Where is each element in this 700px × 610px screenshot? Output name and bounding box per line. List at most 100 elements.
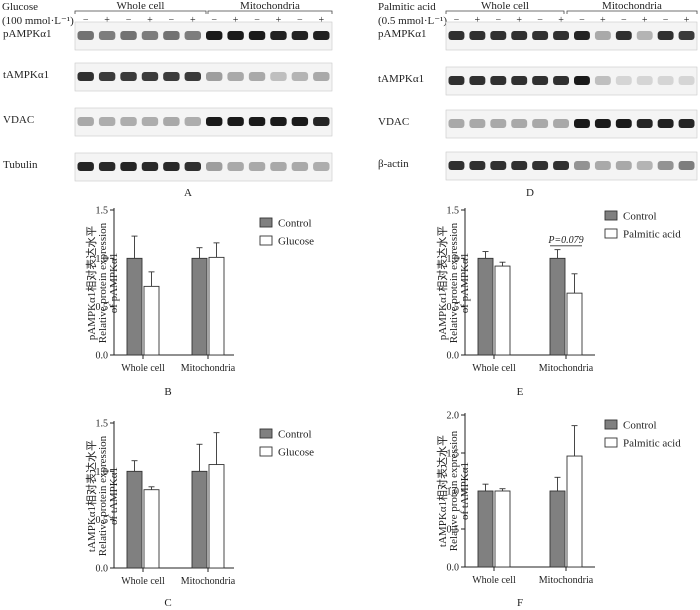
blot-band — [184, 31, 201, 40]
lane-sign: + — [684, 15, 690, 26]
lane-sign: − — [254, 15, 260, 26]
lane-sign: + — [600, 15, 606, 26]
lane-sign: − — [83, 15, 89, 26]
y-tick-label: 1.5 — [96, 419, 109, 430]
blot-band — [448, 76, 465, 85]
y-tick-label: 0.0 — [96, 351, 109, 362]
bar — [126, 470, 143, 569]
chart-b: 0.0 0.5 1.0 1.5 pAMPKα1相对表达水平 Relative protei… — [84, 206, 314, 375]
blot-band — [248, 117, 266, 126]
blot-band — [313, 162, 330, 171]
blot-band — [636, 119, 653, 128]
lane-sign: − — [495, 15, 501, 26]
blot-band — [594, 31, 611, 40]
blot-band — [98, 31, 116, 40]
y-tick-label: 1.0 — [447, 254, 460, 265]
blot-band — [469, 31, 486, 40]
lane-sign: − — [579, 15, 585, 26]
panel-letter: F — [517, 597, 523, 609]
group-label-whole-cell: Whole cell — [117, 0, 165, 12]
blot-band — [532, 31, 549, 40]
chart-c: 0.0 0.5 1.0 1.5 tAMPKα1相对表达水平 Relative protei… — [84, 419, 314, 588]
group-bracket — [74, 10, 207, 14]
bar — [494, 265, 511, 356]
blot-band — [678, 119, 695, 128]
bar — [191, 257, 208, 356]
blot-band — [553, 76, 569, 85]
bar — [566, 455, 583, 568]
blot-row-label: tAMPKα1 — [3, 69, 49, 81]
blot-band — [77, 162, 94, 171]
lane-sign: + — [475, 15, 481, 26]
blot-band — [77, 117, 94, 126]
lane-sign: − — [297, 15, 303, 26]
y-tick-label: 0.5 — [447, 525, 460, 536]
y-tick-label: 1.5 — [447, 449, 460, 460]
blot-band — [490, 76, 507, 85]
blot-band — [291, 72, 309, 81]
y-axis-label: of pAMPKα1 — [459, 253, 471, 313]
lane-sign: + — [558, 15, 564, 26]
y-tick-label: 0.5 — [96, 302, 109, 313]
y-axis-label: Relative protein expression — [97, 222, 109, 343]
blot-band — [206, 31, 223, 40]
legend-label: Control — [278, 429, 312, 441]
blot-band — [248, 162, 266, 171]
blot-band — [270, 162, 287, 171]
blot-band — [270, 31, 287, 40]
bar — [566, 292, 583, 356]
blot-band — [227, 117, 244, 126]
blot-row-label: VDAC — [378, 116, 409, 128]
blot-row-label: tAMPKα1 — [378, 73, 424, 85]
blot-band — [120, 162, 137, 171]
blot-band — [511, 76, 528, 85]
blot-band — [313, 117, 330, 126]
y-axis-label: Relative protein expression — [448, 222, 460, 343]
y-axis-label: pAMPKα1相对表达水平 — [435, 226, 449, 341]
blot-band — [184, 162, 201, 171]
blot-band — [163, 72, 180, 81]
group-label-mitochondria: Mitochondria — [240, 0, 300, 12]
lane-sign: − — [211, 15, 217, 26]
blot-band — [163, 162, 180, 171]
bar — [143, 489, 160, 569]
lane-sign: + — [233, 15, 239, 26]
blot-band — [594, 161, 611, 170]
blot-band — [120, 31, 137, 40]
group-label-whole-cell: Whole cell — [481, 0, 529, 12]
bar — [477, 257, 494, 356]
legend-swatch — [259, 217, 273, 228]
legend-label: Palmitic acid — [623, 438, 681, 450]
y-axis-label: of pAMPKα1 — [108, 253, 120, 313]
blot-band — [574, 76, 590, 85]
y-tick-label: 1.5 — [96, 206, 109, 217]
bar — [208, 464, 225, 569]
blot-row-label: pAMPKα1 — [3, 28, 52, 40]
blot-band — [448, 161, 465, 170]
y-axis-label: of tAMPKα1 — [459, 462, 471, 520]
legend-swatch — [604, 419, 618, 430]
blot-band — [98, 72, 116, 81]
blot-band — [163, 117, 180, 126]
lane-sign: − — [169, 15, 175, 26]
bar — [494, 490, 511, 568]
blot-panel-a: Glucose (100 mmol·L⁻¹) Whole cell Mitochond… — [2, 0, 333, 199]
legend-label: Control — [623, 211, 657, 223]
bar — [549, 257, 566, 356]
blot-band — [615, 31, 632, 40]
y-axis-label: tAMPKα1相对表达水平 — [435, 435, 449, 547]
y-axis-label: of tAMPKα1 — [108, 467, 120, 525]
x-tick-label: Mitochondria — [181, 576, 236, 587]
y-tick-label: 1.5 — [447, 206, 460, 217]
y-tick-label: 0.5 — [447, 302, 460, 313]
blot-row-label: β-actin — [378, 158, 409, 170]
blot-band — [98, 162, 116, 171]
lane-sign: − — [537, 15, 543, 26]
legend-swatch — [259, 428, 273, 439]
blot-band — [511, 161, 528, 170]
bar — [143, 285, 160, 356]
bar — [191, 470, 208, 569]
blot-band — [206, 117, 223, 126]
blot-band — [163, 31, 180, 40]
blot-band — [511, 119, 528, 128]
